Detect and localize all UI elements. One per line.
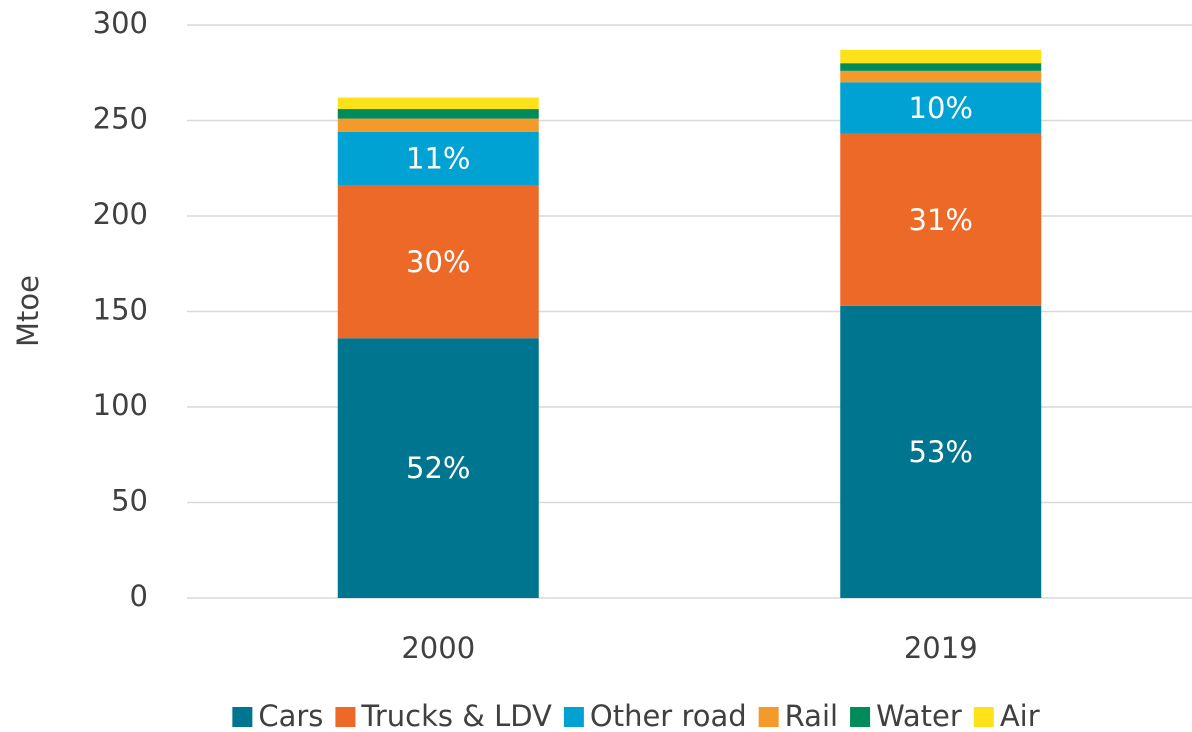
y-tick-label: 250	[93, 102, 148, 136]
bar-segment	[840, 305, 1042, 598]
legend-label: Air	[1000, 699, 1040, 732]
data-label: 30%	[406, 245, 470, 279]
legend-swatch	[758, 707, 779, 727]
legend-label: Rail	[785, 699, 838, 732]
legend-swatch	[563, 707, 584, 727]
y-tick-label: 300	[93, 6, 148, 40]
legend-swatch	[973, 707, 994, 727]
bar-segment	[337, 338, 539, 598]
data-label: 53%	[909, 435, 973, 469]
data-label: 11%	[406, 142, 470, 176]
bar-segment	[337, 109, 539, 119]
y-tick-label: 50	[111, 484, 148, 518]
bar-segment	[337, 185, 539, 339]
bar-segment	[337, 97, 539, 110]
legend-label: Trucks & LDV	[360, 699, 552, 732]
y-tick-label: 200	[93, 197, 148, 231]
bar-segment	[840, 63, 1042, 71]
y-tick-label: 100	[93, 388, 148, 422]
legend-swatch	[850, 707, 871, 727]
bar-segment	[840, 82, 1042, 134]
x-tick-label: 2000	[401, 631, 475, 665]
y-tick-label: 150	[93, 293, 148, 327]
y-tick-label: 0	[130, 579, 148, 613]
legend-label: Cars	[258, 699, 323, 732]
bar-segment	[337, 118, 539, 132]
legend-swatch	[335, 707, 356, 727]
bar-segment	[840, 70, 1042, 83]
bar-segment	[840, 49, 1042, 64]
data-label: 52%	[406, 451, 470, 485]
legend-label: Water	[876, 699, 962, 732]
legend-label: Other road	[590, 699, 747, 732]
y-axis-label: Mtoe	[11, 275, 45, 347]
legend-swatch	[232, 707, 253, 727]
data-label: 10%	[909, 91, 973, 125]
x-tick-label: 2019	[904, 631, 978, 665]
bar-segment	[840, 133, 1042, 306]
data-label: 31%	[909, 203, 973, 237]
bar-segment	[337, 131, 539, 186]
